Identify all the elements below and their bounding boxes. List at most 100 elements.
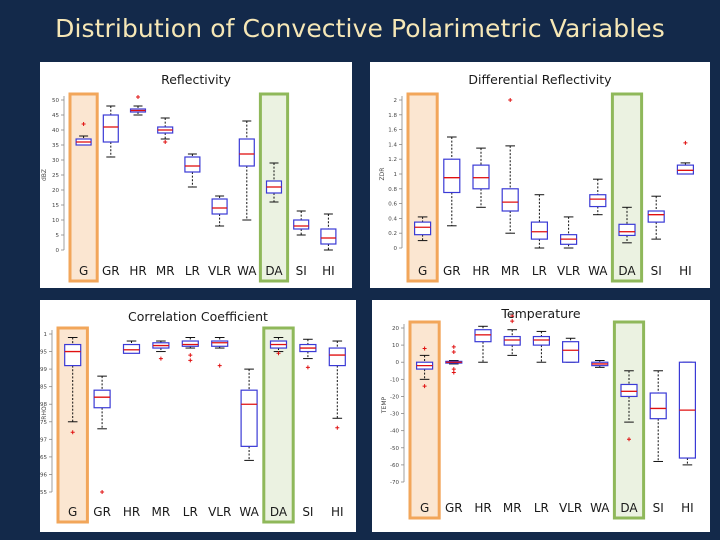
- y-axis-label: dBZ: [41, 169, 48, 181]
- y-axis-label: RHO: [41, 406, 48, 420]
- y-tick-label: 0.2: [388, 231, 397, 237]
- y-tick-label: 0.99: [40, 367, 47, 373]
- box-hi: [328, 347, 346, 367]
- box-si: [293, 219, 310, 230]
- y-tick-label: 0.97: [40, 437, 47, 443]
- box-lr: [532, 335, 550, 346]
- y-tick-label: -40: [390, 429, 399, 435]
- y-tick-label: 1.8: [388, 113, 397, 119]
- highlight-frame-da: [610, 92, 644, 283]
- outlier-g: [70, 430, 75, 435]
- differential-reflectivity-plot: 0 0.2 0.4 0.6 0.8 1 1.2 1.4 1.6 1.8 2 ZDR G GR HR MR LR V…: [379, 92, 694, 283]
- box-g: [413, 221, 432, 236]
- outlier-si: [305, 365, 310, 370]
- category-label-g: G: [418, 264, 427, 278]
- y-tick-label: 0.995: [40, 350, 47, 356]
- box-gr: [93, 389, 111, 409]
- category-label-gr: GR: [102, 264, 120, 278]
- outlier-gr: [451, 370, 456, 375]
- outlier-hr: [136, 95, 140, 99]
- y-tick-label: 30: [52, 158, 59, 164]
- category-label-hr: HR: [129, 264, 146, 278]
- outlier-hi: [335, 425, 340, 430]
- category-label-g: G: [79, 264, 88, 278]
- category-label-hr: HR: [474, 501, 491, 515]
- y-tick-label: 1: [394, 172, 398, 178]
- y-tick-label: 2: [394, 98, 398, 104]
- category-label-da: DA: [270, 505, 288, 519]
- y-tick-label: 1.4: [388, 142, 397, 148]
- category-label-si: SI: [653, 501, 664, 515]
- y-tick-label: 1.6: [388, 128, 397, 134]
- reflectivity-chart-title: Reflectivity: [161, 72, 231, 87]
- reflectivity-plot: 0 5 10 15 20 25 30 35 40 45 50 dBZ G GR HR MR LR VLR WA DA S…: [41, 92, 337, 283]
- category-label-hi: HI: [681, 501, 694, 515]
- box-lr: [181, 340, 199, 347]
- category-label-gr: GR: [93, 505, 111, 519]
- y-tick-label: 0.985: [40, 385, 47, 391]
- category-label-hi: HI: [322, 264, 335, 278]
- category-label-lr: LR: [185, 264, 200, 278]
- y-tick-label: 1.2: [388, 157, 397, 163]
- y-tick-label: 0.98: [40, 402, 47, 408]
- category-label-wa: WA: [239, 505, 259, 519]
- y-tick-label: 0.4: [388, 216, 397, 222]
- category-label-lr: LR: [534, 501, 549, 515]
- box-hi: [676, 164, 694, 175]
- y-tick-label: 0: [394, 246, 398, 252]
- y-tick-label: -50: [390, 446, 399, 452]
- correlation-coefficient-plot: 0.955 0.96 0.965 0.97 0.975 0.98 0.985 0.99 0.99…: [40, 326, 346, 524]
- box-vlr: [562, 341, 580, 363]
- y-tick-label: -60: [390, 463, 399, 469]
- outlier-mr: [508, 98, 513, 102]
- outlier-vlr: [217, 363, 222, 368]
- box-mr: [501, 188, 519, 212]
- category-label-lr: LR: [532, 264, 547, 278]
- box-si: [649, 392, 667, 420]
- outlier-gr: [451, 367, 456, 372]
- box-si: [647, 210, 665, 223]
- category-label-g: G: [68, 505, 77, 519]
- category-label-wa: WA: [237, 264, 257, 278]
- box-hr: [474, 329, 492, 343]
- box-gr: [443, 158, 461, 194]
- y-tick-label: -70: [390, 480, 399, 486]
- category-label-mr: MR: [152, 505, 171, 519]
- box-gr: [102, 114, 119, 143]
- outlier-lr: [188, 353, 193, 358]
- outlier-gr: [451, 344, 456, 349]
- category-label-mr: MR: [156, 264, 175, 278]
- category-label-vlr: VLR: [208, 505, 231, 519]
- y-tick-label: 50: [52, 98, 59, 104]
- y-tick-label: 0.955: [40, 490, 47, 496]
- highlight-frame-g: [408, 320, 441, 520]
- category-label-hr: HR: [123, 505, 140, 519]
- y-tick-label: 25: [52, 173, 59, 179]
- category-label-vlr: VLR: [559, 501, 582, 515]
- differential-reflectivity-chart: Differential Reflectivity 0 0.2 0.4 0.6 0.8 1…: [370, 62, 710, 288]
- outlier-lr: [188, 358, 193, 363]
- temperature-chart: Temperature -70 -60 -50 -40 -30 -20 -10 0 10 20 TE…: [372, 300, 710, 532]
- outlier-g: [422, 384, 427, 389]
- category-label-wa: WA: [588, 264, 608, 278]
- box-vlr: [211, 340, 229, 347]
- category-label-gr: GR: [445, 501, 463, 515]
- box-lr: [184, 156, 201, 173]
- y-tick-label: -20: [390, 394, 399, 400]
- differential-reflectivity-chart-title: Differential Reflectivity: [468, 72, 612, 87]
- category-label-hr: HR: [472, 264, 489, 278]
- category-label-da: DA: [620, 501, 638, 515]
- y-tick-label: -10: [390, 377, 399, 383]
- outlier-mr: [510, 314, 515, 319]
- box-g: [64, 343, 82, 367]
- y-tick-label: 0: [396, 360, 400, 366]
- outlier-mr: [510, 319, 515, 324]
- y-tick-label: 20: [52, 188, 59, 194]
- category-label-mr: MR: [503, 501, 522, 515]
- box-wa: [238, 138, 255, 167]
- y-tick-label: 0.8: [388, 187, 397, 193]
- category-label-da: DA: [265, 264, 283, 278]
- outlier-da: [627, 437, 631, 442]
- box-wa: [240, 389, 258, 447]
- category-label-da: DA: [618, 264, 636, 278]
